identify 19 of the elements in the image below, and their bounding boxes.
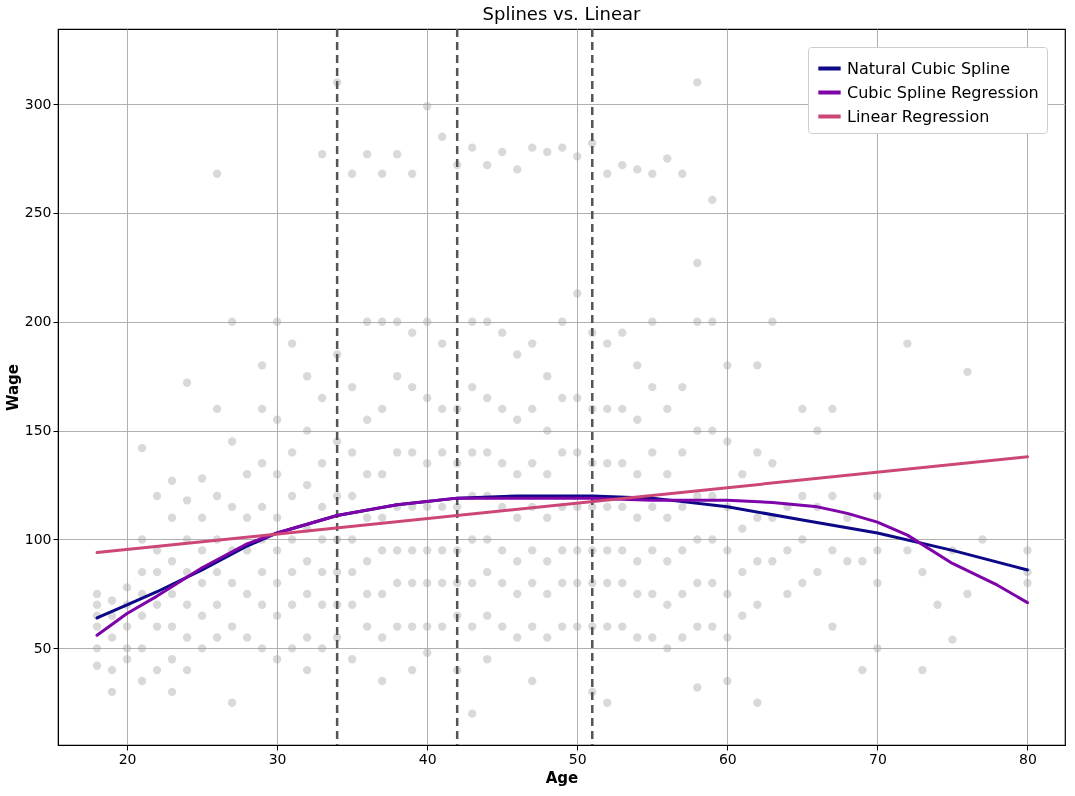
y-tick-label: 100 [24,531,52,547]
x-axis-title: Age [545,768,579,787]
legend-label: Natural Cubic Spline [847,58,1011,78]
x-tick-label: 20 [118,750,137,767]
x-tick-label: 70 [868,750,887,767]
x-tick-label: 80 [1019,750,1037,767]
legend-label: Cubic Spline Regression [847,82,1039,102]
x-tick-label: 30 [268,750,287,767]
x-tick-label: 40 [418,750,437,767]
y-tick-label: 150 [24,422,52,439]
chart-title: Splines vs. Linear [482,2,642,24]
y-tick-label: 250 [24,204,52,221]
y-tick-label: 50 [33,639,52,656]
x-tick-label: 50 [568,750,587,767]
y-tick-label: 300 [24,95,52,112]
y-tick-label: 200 [24,313,52,330]
legend-label: Linear Regression [847,106,990,126]
x-tick-label: 60 [718,750,737,767]
y-axis-title: Wage [3,363,22,412]
